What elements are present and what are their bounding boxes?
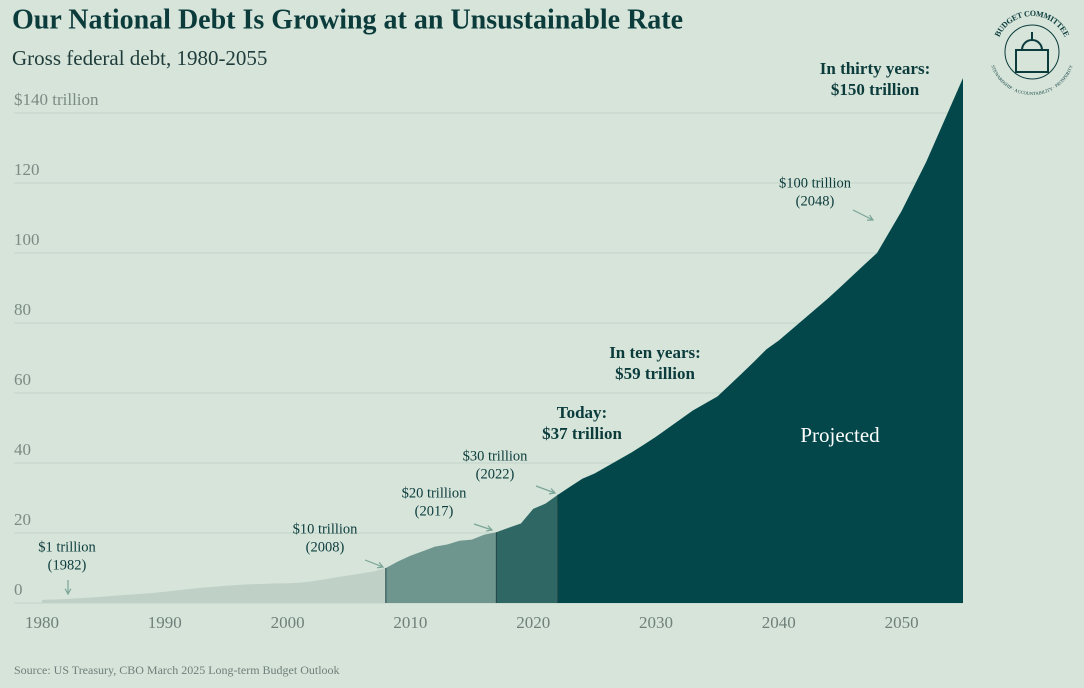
x-tick-label: 2030 (639, 613, 673, 632)
annotation: $1 trillion (38, 539, 96, 555)
y-tick-label: $140 trillion (14, 90, 99, 109)
annotation: In ten years: (609, 343, 701, 362)
chart-title: Our National Debt Is Growing at an Unsus… (12, 4, 683, 35)
x-tick-label: 2020 (516, 613, 550, 632)
annotation-arrow (852, 209, 874, 221)
chart-subtitle: Gross federal debt, 1980-2055 (12, 46, 267, 70)
logo-ring (1004, 24, 1060, 80)
y-tick-label: 40 (14, 440, 31, 459)
y-tick-label: 100 (14, 230, 40, 249)
annotation-arrowhead (485, 525, 494, 532)
annotation: (2008) (306, 539, 345, 555)
annotation: $150 trillion (831, 80, 920, 99)
region-label: Projected (800, 423, 880, 447)
annotation-arrow (473, 523, 493, 531)
y-tick-label: 0 (14, 580, 23, 599)
y-tick-label: 80 (14, 300, 31, 319)
y-tick-label: 120 (14, 160, 40, 179)
annotation: (2048) (796, 193, 835, 209)
x-tick-label: 1980 (25, 613, 59, 632)
x-tick-label: 2010 (393, 613, 427, 632)
annotation-arrow (364, 559, 384, 568)
annotation: $59 trillion (615, 364, 695, 383)
x-tick-label: 2050 (885, 613, 919, 632)
area (557, 78, 963, 603)
annotation: In thirty years: (820, 59, 930, 78)
annotation-arrowhead (548, 488, 557, 495)
annotation: $37 trillion (542, 424, 622, 443)
x-tick-label: 1990 (148, 613, 182, 632)
area (496, 494, 558, 603)
x-tick-label: 2040 (762, 613, 796, 632)
annotation-arrow (535, 485, 556, 494)
x-tick-label: 2000 (271, 613, 305, 632)
annotation: (1982) (48, 557, 87, 573)
annotation-arrowhead (866, 214, 875, 221)
annotation: $30 trillion (463, 448, 529, 464)
annotation: (2017) (415, 503, 454, 519)
annotation-arrowhead (64, 588, 72, 596)
area (42, 568, 386, 603)
annotation: Today: (557, 403, 607, 422)
annotation: $100 trillion (779, 175, 852, 191)
area (385, 532, 497, 603)
annotation: (2022) (476, 466, 515, 482)
y-tick-label: 20 (14, 510, 31, 529)
annotation: $20 trillion (402, 485, 468, 501)
annotation-arrowhead (376, 562, 385, 569)
annotation: $10 trillion (293, 521, 359, 537)
source: Source: US Treasury, CBO March 2025 Long… (14, 663, 340, 677)
logo-icon (1015, 32, 1049, 73)
y-tick-label: 60 (14, 370, 31, 389)
